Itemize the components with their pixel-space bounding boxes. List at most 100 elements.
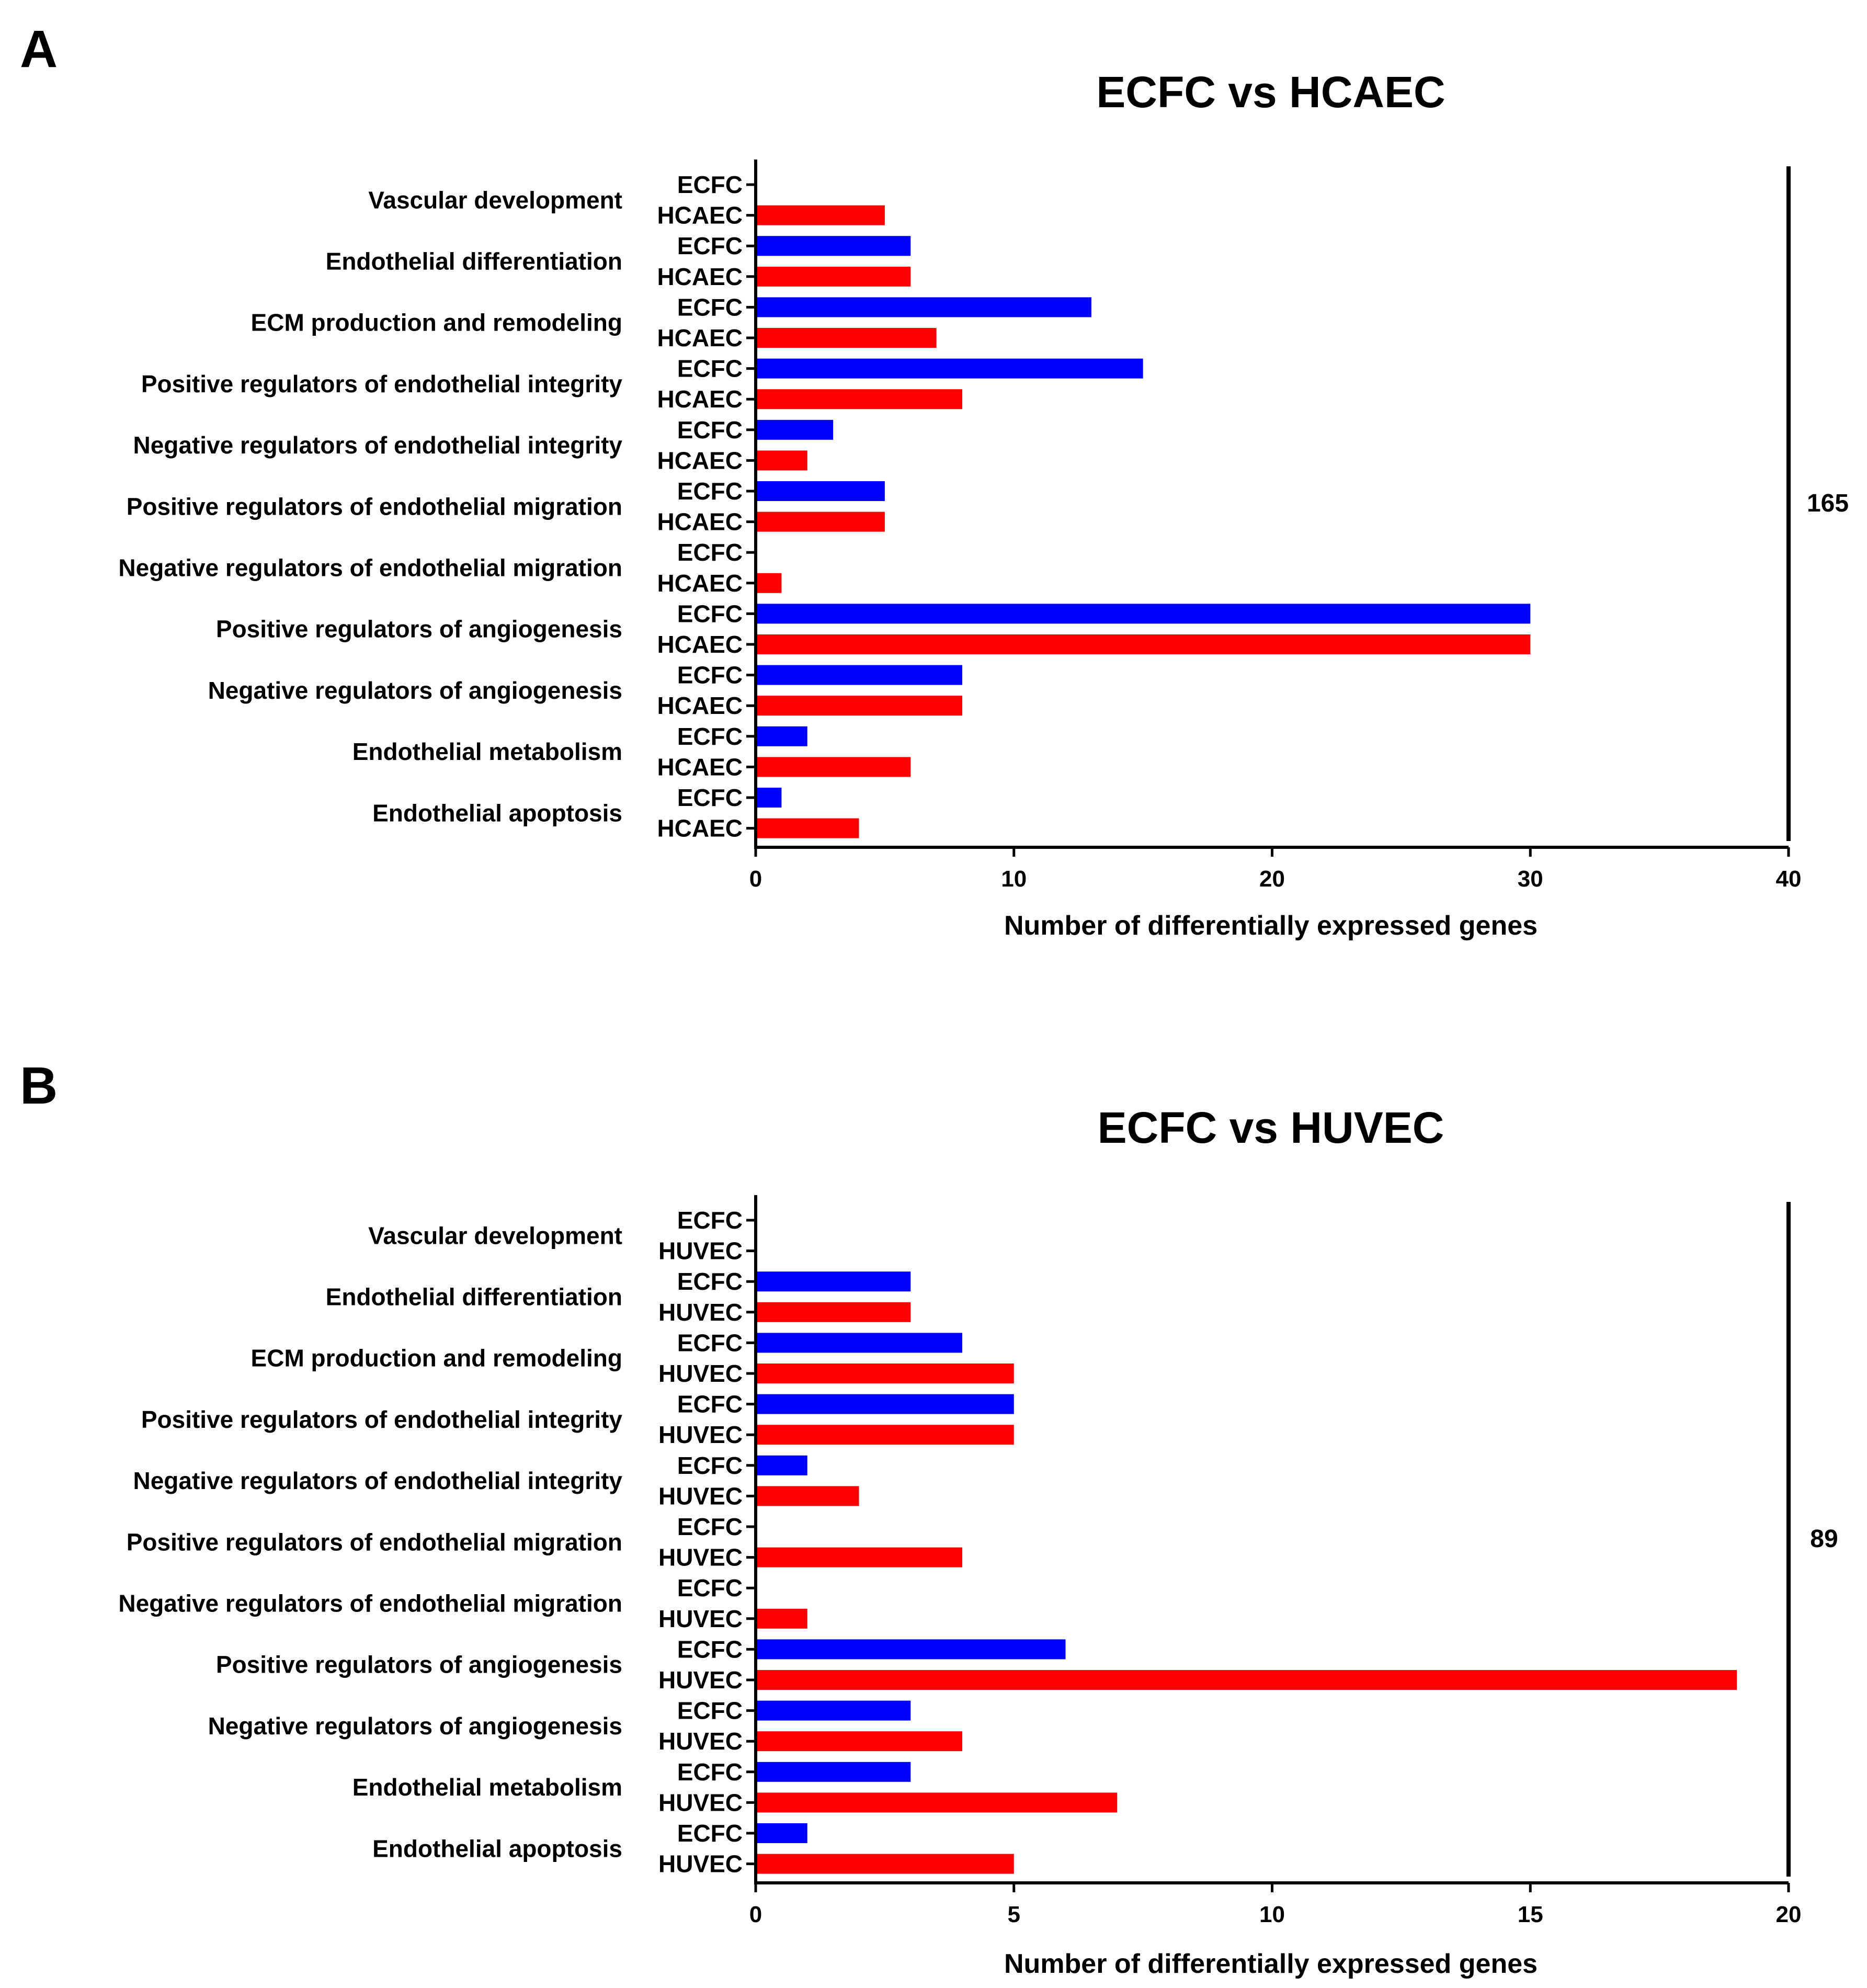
category-label-a-8: Negative regulators of angiogenesis <box>208 677 622 704</box>
category-label-b-0: Vascular development <box>368 1222 622 1249</box>
bar-a-hcaec-3 <box>757 389 962 410</box>
x-tick-label-b-0: 0 <box>749 1902 762 1927</box>
row-label-b-7-ecfc: ECFC <box>677 1635 743 1663</box>
bar-b-huvec-7 <box>757 1670 1737 1690</box>
panel-b: B ECFC vs HUVEC 89 Number of differentia… <box>20 1057 1838 1979</box>
bar-b-ecfc-8 <box>757 1700 911 1721</box>
bar-b-huvec-9 <box>757 1792 1118 1813</box>
bar-b-ecfc-2 <box>757 1333 962 1353</box>
bar-a-ecfc-2 <box>757 297 1091 317</box>
row-label-a-5-ecfc: ECFC <box>677 478 743 505</box>
category-label-b-2: ECM production and remodeling <box>251 1345 622 1372</box>
row-label-a-8-hcaec: HCAEC <box>657 692 743 719</box>
bar-b-huvec-6 <box>757 1608 807 1629</box>
chart-title-b: ECFC vs HUVEC <box>1098 1103 1444 1152</box>
bar-a-ecfc-9 <box>757 726 807 746</box>
total-count-b: 89 <box>1810 1525 1838 1553</box>
row-label-a-3-hcaec: HCAEC <box>657 385 743 413</box>
category-label-a-9: Endothelial metabolism <box>352 738 622 765</box>
row-label-a-0-hcaec: HCAEC <box>657 202 743 229</box>
row-label-a-10-ecfc: ECFC <box>677 784 743 811</box>
category-labels-a: Vascular development Endothelial differen… <box>118 186 622 826</box>
row-label-b-3-huvec: HUVEC <box>658 1421 743 1448</box>
x-tick-label-a-3: 30 <box>1518 866 1543 892</box>
category-label-b-4: Negative regulators of endothelial integ… <box>133 1467 623 1494</box>
x-ticks-b: 0 5 10 15 20 <box>749 1883 1802 1927</box>
bar-b-huvec-1 <box>757 1302 911 1322</box>
bar-b-ecfc-4 <box>757 1455 807 1475</box>
panel-letter-a: A <box>20 20 58 78</box>
category-label-a-3: Positive regulators of endothelial integ… <box>141 370 623 397</box>
bar-b-huvec-3 <box>757 1425 1014 1445</box>
bar-a-ecfc-8 <box>757 665 962 685</box>
category-label-a-1: Endothelial differentiation <box>326 248 622 275</box>
row-label-b-1-ecfc: ECFC <box>677 1268 743 1295</box>
bar-b-ecfc-7 <box>757 1639 1066 1660</box>
row-label-b-1-huvec: HUVEC <box>658 1299 743 1326</box>
row-label-b-3-ecfc: ECFC <box>677 1391 743 1418</box>
row-label-a-8-ecfc: ECFC <box>677 662 743 689</box>
x-tick-label-a-4: 40 <box>1776 866 1802 892</box>
row-label-a-10-hcaec: HCAEC <box>657 815 743 842</box>
bar-a-hcaec-8 <box>757 696 962 716</box>
row-labels-b: ECFC HUVEC ECFC HUVEC ECFC HUVEC ECFC HUVEC ECFC… <box>658 1207 756 1878</box>
row-label-b-6-huvec: HUVEC <box>658 1605 743 1632</box>
bars-a <box>757 205 1531 838</box>
bar-a-hcaec-1 <box>757 266 911 287</box>
row-label-b-2-ecfc: ECFC <box>677 1329 743 1356</box>
category-label-a-10: Endothelial apoptosis <box>372 799 622 826</box>
x-tick-label-b-4: 20 <box>1776 1902 1802 1927</box>
row-label-a-1-hcaec: HCAEC <box>657 263 743 290</box>
category-label-b-10: Endothelial apoptosis <box>372 1835 622 1862</box>
x-axis-title-b: Number of differentially expressed genes <box>1004 1949 1538 1979</box>
row-label-a-4-hcaec: HCAEC <box>657 447 743 474</box>
chart-title-a: ECFC vs HCAEC <box>1096 67 1445 117</box>
row-label-b-0-huvec: HUVEC <box>658 1237 743 1265</box>
row-labels-a: ECFC HCAEC ECFC HCAEC ECFC HCAEC ECFC HCAEC ECFC… <box>657 171 756 842</box>
row-label-b-2-huvec: HUVEC <box>658 1360 743 1387</box>
bar-b-ecfc-9 <box>757 1762 911 1782</box>
panel-letter-b: B <box>20 1057 58 1115</box>
bar-a-hcaec-7 <box>757 634 1531 654</box>
x-tick-label-b-1: 5 <box>1008 1902 1020 1927</box>
row-label-b-10-huvec: HUVEC <box>658 1850 743 1878</box>
bar-a-hcaec-6 <box>757 573 782 593</box>
category-label-a-4: Negative regulators of endothelial integ… <box>133 431 623 459</box>
bars-b <box>757 1271 1737 1874</box>
bar-a-ecfc-3 <box>757 358 1143 379</box>
category-label-a-6: Negative regulators of endothelial migra… <box>118 554 622 582</box>
row-label-a-9-ecfc: ECFC <box>677 723 743 750</box>
row-label-b-10-ecfc: ECFC <box>677 1820 743 1847</box>
x-tick-label-a-0: 0 <box>749 866 762 892</box>
row-label-b-6-ecfc: ECFC <box>677 1574 743 1601</box>
x-axis-title-a: Number of differentially expressed genes <box>1004 911 1538 941</box>
row-label-b-9-huvec: HUVEC <box>658 1789 743 1816</box>
row-label-b-0-ecfc: ECFC <box>677 1207 743 1234</box>
row-label-a-2-hcaec: HCAEC <box>657 324 743 351</box>
bar-a-hcaec-9 <box>757 757 911 777</box>
x-tick-label-a-1: 10 <box>1001 866 1027 892</box>
x-tick-label-b-2: 10 <box>1259 1902 1285 1927</box>
row-label-a-0-ecfc: ECFC <box>677 171 743 198</box>
bar-b-ecfc-1 <box>757 1271 911 1292</box>
panel-a: A ECFC vs HCAEC 165 Number of differenti… <box>20 20 1849 941</box>
bar-a-hcaec-0 <box>757 205 885 225</box>
category-labels-b: Vascular development Endothelial differen… <box>118 1222 622 1862</box>
row-label-a-6-hcaec: HCAEC <box>657 570 743 597</box>
row-label-a-4-ecfc: ECFC <box>677 416 743 444</box>
bar-a-hcaec-10 <box>757 818 859 838</box>
bar-b-huvec-10 <box>757 1854 1014 1874</box>
category-label-b-8: Negative regulators of angiogenesis <box>208 1712 622 1740</box>
row-label-a-1-ecfc: ECFC <box>677 232 743 259</box>
row-label-a-6-ecfc: ECFC <box>677 539 743 566</box>
row-label-b-5-ecfc: ECFC <box>677 1513 743 1540</box>
row-label-a-3-ecfc: ECFC <box>677 355 743 382</box>
category-label-a-7: Positive regulators of angiogenesis <box>216 616 622 643</box>
row-label-b-4-huvec: HUVEC <box>658 1482 743 1509</box>
row-label-b-7-huvec: HUVEC <box>658 1666 743 1694</box>
category-label-b-7: Positive regulators of angiogenesis <box>216 1651 622 1678</box>
row-label-a-7-ecfc: ECFC <box>677 600 743 627</box>
bar-b-ecfc-3 <box>757 1394 1014 1414</box>
bar-a-hcaec-4 <box>757 450 807 471</box>
